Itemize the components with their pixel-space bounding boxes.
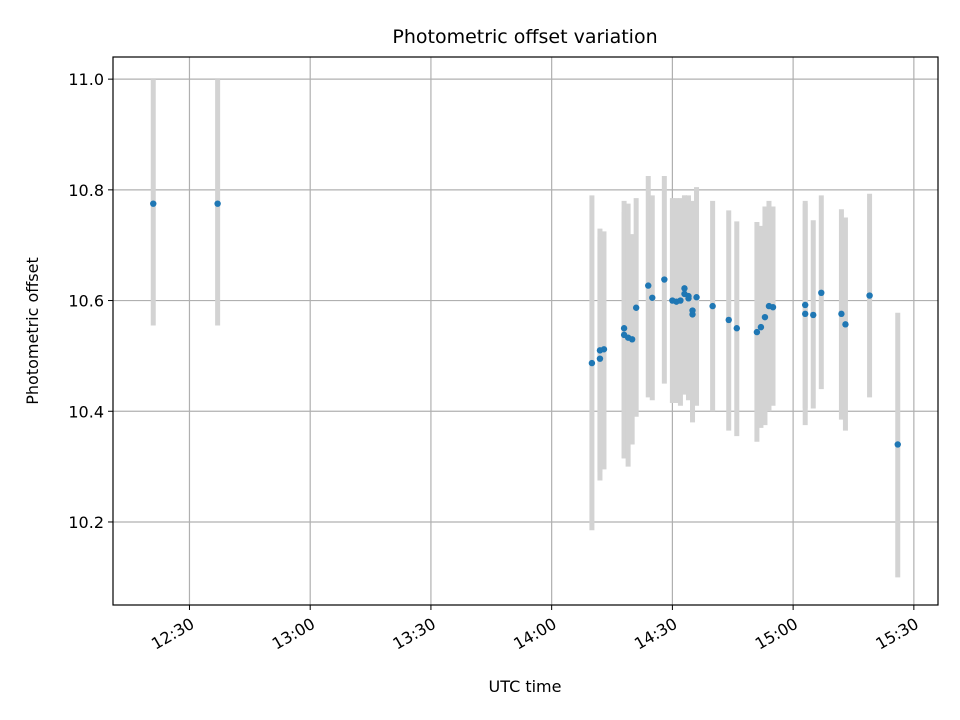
data-point bbox=[632, 304, 640, 311]
data-point bbox=[769, 303, 777, 311]
data-point bbox=[894, 441, 901, 448]
data-point bbox=[661, 276, 668, 283]
x-tick-label: 15:30 bbox=[872, 614, 921, 654]
chart-title: Photometric offset variation bbox=[392, 26, 657, 48]
data-point bbox=[214, 200, 221, 207]
x-axis-label: UTC time bbox=[489, 677, 562, 696]
axis-ticks: 12:30 13:00 13:30 14:00 14:30 15:00 15:30 10.2 1… bbox=[68, 70, 921, 653]
data-point bbox=[649, 294, 656, 301]
data-point bbox=[761, 313, 769, 321]
data-point bbox=[818, 289, 825, 297]
plot-frame bbox=[112, 56, 939, 606]
data-point bbox=[689, 307, 696, 314]
x-tick-label: 14:00 bbox=[510, 614, 559, 654]
data-point bbox=[866, 292, 873, 299]
x-tick-label: 14:30 bbox=[631, 614, 680, 654]
data-point bbox=[645, 282, 652, 289]
data-point bbox=[801, 301, 809, 309]
data-point bbox=[733, 325, 740, 332]
data-point bbox=[801, 310, 809, 318]
data-points bbox=[150, 200, 901, 448]
data-point bbox=[842, 321, 849, 328]
data-point bbox=[628, 336, 636, 343]
y-tick-label: 11.0 bbox=[68, 70, 104, 89]
data-point bbox=[753, 328, 761, 336]
data-point bbox=[620, 325, 628, 332]
data-point bbox=[150, 200, 157, 207]
y-tick-label: 10.2 bbox=[68, 513, 104, 532]
data-point bbox=[693, 294, 700, 301]
x-tick-label: 15:00 bbox=[752, 614, 801, 654]
y-axis-label: Photometric offset bbox=[23, 257, 42, 405]
data-point bbox=[757, 323, 765, 331]
y-tick-label: 10.4 bbox=[68, 402, 104, 421]
data-point bbox=[838, 310, 845, 318]
data-point bbox=[709, 302, 716, 310]
data-point bbox=[588, 359, 596, 367]
data-point bbox=[600, 346, 608, 353]
x-tick-label: 13:00 bbox=[269, 614, 318, 654]
data-point bbox=[677, 297, 684, 304]
data-point bbox=[596, 355, 604, 362]
data-point bbox=[681, 285, 688, 292]
y-tick-label: 10.8 bbox=[68, 181, 104, 200]
error-bars bbox=[150, 79, 901, 578]
x-tick-label: 13:30 bbox=[389, 614, 438, 654]
x-tick-label: 12:30 bbox=[148, 614, 197, 654]
data-point bbox=[685, 295, 692, 302]
data-point bbox=[725, 316, 732, 324]
y-tick-label: 10.6 bbox=[68, 292, 104, 311]
data-point bbox=[810, 311, 817, 319]
